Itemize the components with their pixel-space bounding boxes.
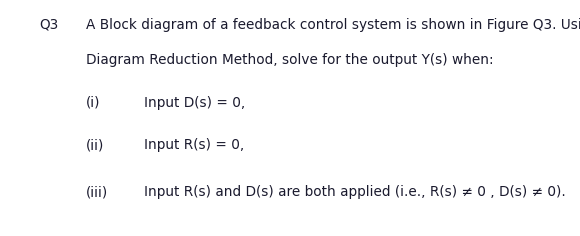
Text: Input D(s) = 0,: Input D(s) = 0, — [144, 96, 245, 110]
Text: Q3: Q3 — [39, 18, 59, 32]
Text: Input R(s) = 0,: Input R(s) = 0, — [144, 138, 244, 152]
Text: A Block diagram of a feedback control system is shown in Figure Q3. Using the Bl: A Block diagram of a feedback control sy… — [86, 18, 580, 32]
Text: (i): (i) — [86, 96, 100, 110]
Text: Input R(s) and D(s) are both applied (i.e., R(s) ≠ 0 , D(s) ≠ 0).: Input R(s) and D(s) are both applied (i.… — [144, 185, 566, 199]
Text: (ii): (ii) — [86, 138, 104, 152]
Text: Diagram Reduction Method, solve for the output Y(s) when:: Diagram Reduction Method, solve for the … — [86, 53, 494, 67]
Text: (iii): (iii) — [86, 185, 108, 199]
